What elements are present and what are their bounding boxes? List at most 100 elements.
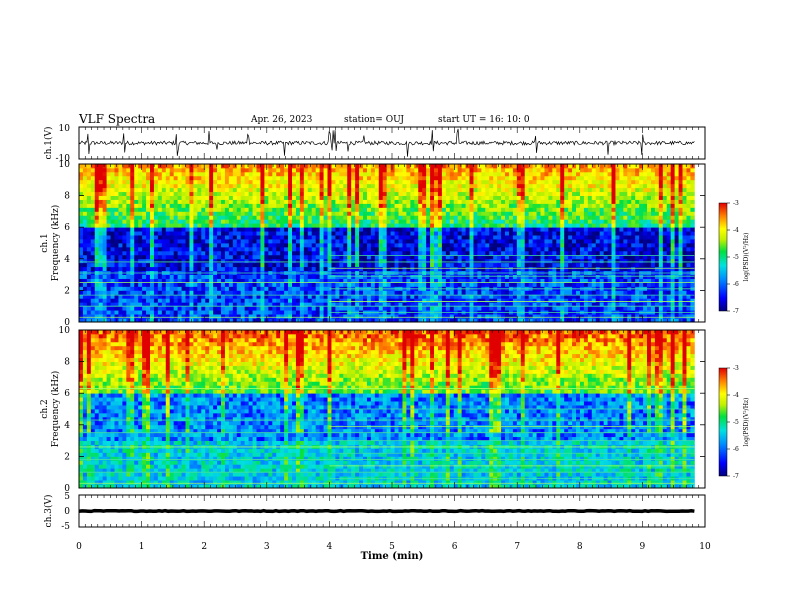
spectrogram-cell: [441, 187, 447, 193]
spectrogram-cell: [548, 314, 553, 319]
spectrogram-cell: [319, 298, 324, 303]
spectrogram-cell: [256, 278, 261, 283]
spectrogram-cell: [299, 274, 305, 279]
spectrogram-cell: [146, 302, 151, 307]
spectrogram-cell: [157, 219, 163, 224]
spectrogram-cell: [288, 187, 293, 193]
spectrogram-cell: [339, 195, 344, 200]
spectrogram-cell: [232, 164, 238, 169]
spectrogram-cell: [339, 175, 344, 181]
spectrogram-cell: [169, 179, 175, 185]
spectrogram-cell: [102, 231, 108, 236]
spectrogram-cell: [299, 195, 305, 200]
spectrogram-cell: [209, 179, 214, 185]
spectrogram-cell: [473, 306, 478, 311]
spectrogram-cell: [434, 231, 439, 236]
spectrogram-cell: [465, 179, 470, 185]
spectrogram-cell: [110, 223, 115, 228]
spectrogram-cell: [264, 278, 269, 283]
spectrogram-cell: [560, 199, 565, 204]
spectrogram-cell: [169, 302, 175, 307]
spectrogram-cell: [437, 223, 443, 228]
spectrogram-cell: [224, 314, 230, 319]
spectrogram-cell: [363, 314, 368, 319]
spectrogram-cell: [276, 318, 281, 323]
spectrogram-cell: [185, 164, 190, 169]
spectrogram-cell: [122, 227, 127, 232]
spectrogram-cell: [213, 207, 218, 212]
spectrogram-cell: [564, 195, 569, 200]
spectrogram-cell: [240, 219, 246, 224]
spectrogram-cell: [169, 215, 175, 220]
spectrogram-cell: [437, 171, 443, 177]
spectrogram-cell: [339, 219, 344, 224]
spectrogram-cell: [347, 262, 352, 268]
spectrogram-cell: [142, 219, 147, 224]
spectrogram-cell: [118, 298, 123, 303]
spectrogram-cell: [552, 167, 557, 173]
spectrogram-cell: [232, 203, 238, 208]
spectrogram-cell: [280, 175, 285, 181]
spectrogram-cell: [213, 302, 218, 307]
spectrogram-cell: [86, 262, 92, 268]
spectrogram-cell: [173, 167, 179, 173]
spectrogram-cell: [386, 215, 392, 220]
spectrogram-cell: [402, 243, 407, 248]
spectrogram-cell: [138, 215, 143, 220]
spectrogram-cell: [528, 282, 534, 287]
spectrogram-cell: [217, 250, 222, 256]
spectrogram-cell: [256, 215, 261, 220]
spectrogram-cell: [564, 167, 569, 173]
spectrogram-cell: [366, 219, 372, 224]
spectrogram-cell: [457, 211, 463, 216]
spectrogram-cell: [437, 211, 443, 216]
spectrogram-cell: [556, 266, 561, 272]
spectrogram-cell: [224, 235, 230, 240]
spectrogram-cell: [363, 164, 368, 169]
spectrogram-cell: [217, 274, 222, 279]
spectrogram-cell: [307, 227, 313, 232]
spectrogram-cell: [449, 207, 455, 212]
spectrogram-cell: [209, 298, 214, 303]
spectrogram-cell: [197, 219, 202, 224]
spectrogram-cell: [94, 294, 100, 299]
spectrogram-cell: [335, 199, 340, 204]
spectrogram-cell: [355, 282, 360, 287]
spectrogram-cell: [268, 286, 273, 291]
spectrogram-cell: [146, 167, 151, 173]
spectrogram-cell: [453, 207, 459, 212]
spectrogram-cell: [221, 314, 226, 319]
spectrogram-cell: [319, 258, 324, 264]
spectrogram-cell: [331, 246, 336, 252]
spectrogram-cell: [221, 302, 226, 307]
spectrogram-cell: [528, 207, 534, 212]
spectrogram-cell: [394, 243, 399, 248]
spectrogram-cell: [248, 262, 253, 268]
spectrogram-cell: [347, 318, 352, 323]
spectrogram-cell: [390, 227, 395, 232]
spectrogram-cell: [205, 254, 210, 260]
spectrogram-cell: [189, 179, 194, 185]
spectrogram-cell: [343, 298, 348, 303]
spectrogram-cell: [98, 215, 104, 220]
spectrogram-cell: [394, 203, 399, 208]
spectrogram-cell: [532, 235, 537, 240]
spectrogram-cell: [449, 246, 455, 252]
spectrogram-cell: [540, 211, 545, 216]
spectrogram-cell: [544, 227, 549, 232]
spectrogram-cell: [292, 254, 297, 260]
spectrogram-cell: [232, 175, 238, 181]
spectrogram-cell: [292, 203, 297, 208]
spectrogram-cell: [560, 262, 565, 268]
spectrogram-cell: [319, 179, 324, 185]
spectrogram-cell: [280, 223, 285, 228]
spectrogram-cell: [197, 191, 202, 196]
spectrogram-cell: [189, 250, 194, 256]
spectrogram-cell: [457, 164, 463, 169]
spectrogram-cell: [106, 187, 111, 193]
spectrogram-cell: [390, 207, 395, 212]
spectrogram-cell: [177, 179, 182, 185]
spectrogram-cell: [351, 211, 356, 216]
spectrogram-cell: [232, 298, 238, 303]
spectrogram-cell: [138, 187, 143, 193]
